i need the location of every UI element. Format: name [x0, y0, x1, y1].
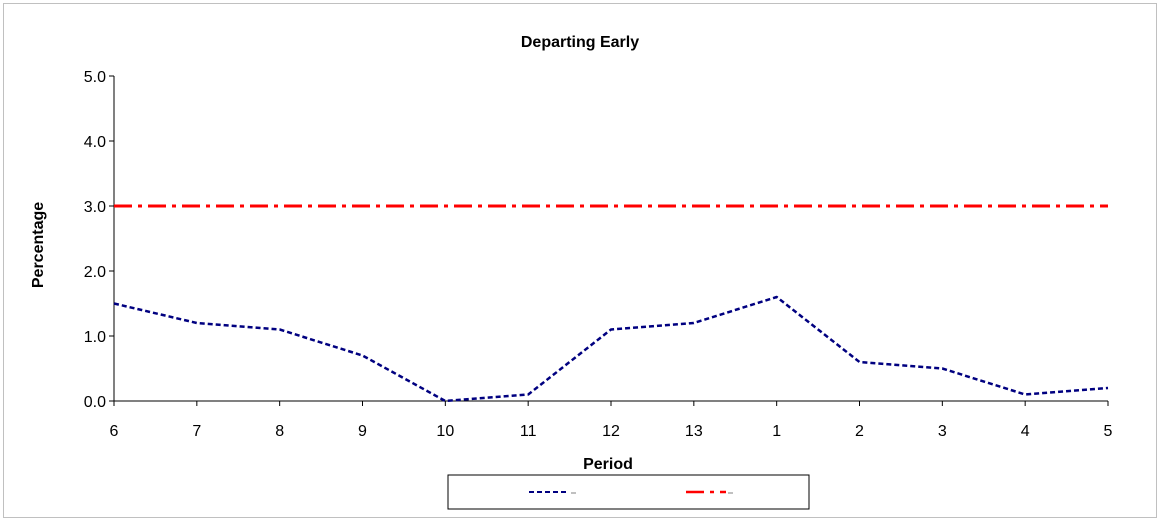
x-tick-label: 10: [436, 423, 454, 440]
x-tick-label: 3: [938, 423, 947, 440]
x-tick-label: 12: [602, 423, 620, 440]
y-tick-label: 2.0: [84, 264, 106, 281]
y-tick-label: 4.0: [84, 134, 106, 151]
chart-title: Departing Early: [521, 34, 639, 51]
x-tick-label: 9: [358, 423, 367, 440]
y-tick-label: 5.0: [84, 69, 106, 86]
x-tick-label: 7: [192, 423, 201, 440]
y-tick-label: 0.0: [84, 394, 106, 411]
series-line-1: [113, 295, 1109, 403]
y-tick-label: 3.0: [84, 199, 106, 216]
y-tick-label: 1.0: [84, 329, 106, 346]
x-axis-label: Period: [583, 456, 633, 473]
legend-box: [447, 474, 810, 510]
x-tick-label: 1: [772, 423, 781, 440]
x-tick-label: 4: [1021, 423, 1030, 440]
x-tick-label: 5: [1104, 423, 1113, 440]
x-tick-label: 11: [520, 423, 537, 440]
x-tick-label: 6: [110, 423, 119, 440]
x-tick-label: 2: [855, 423, 864, 440]
legend: [447, 474, 810, 510]
plot-area: 0.01.02.03.04.05.06 7 8 9 10 11 12 13 1 2 3 4 5: [84, 69, 1113, 440]
x-tick-label: 13: [685, 423, 703, 440]
y-axis-label: Percentage: [30, 202, 47, 288]
chart-frame: [3, 3, 1157, 518]
x-tick-label: 8: [275, 423, 284, 440]
